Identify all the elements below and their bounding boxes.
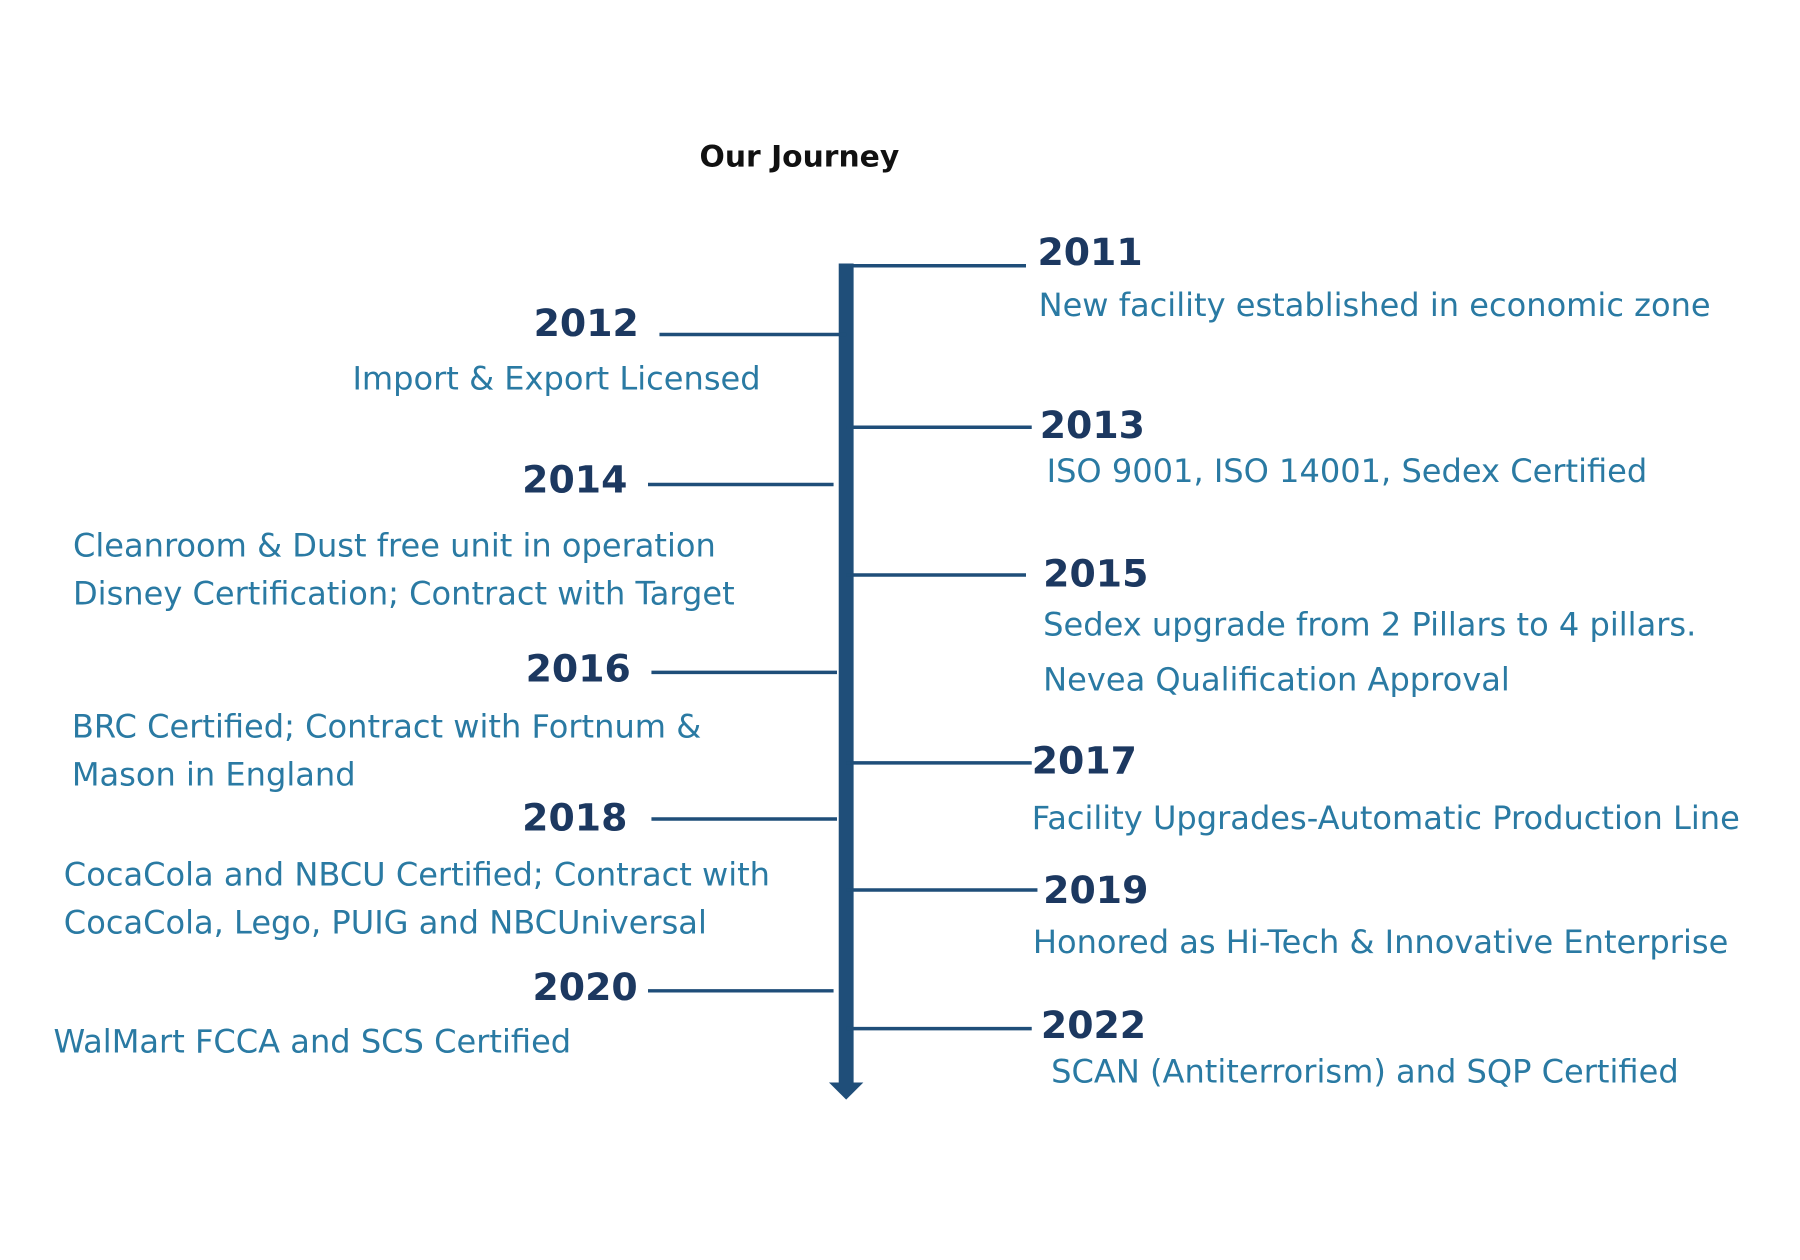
event-year: 2015 (1043, 552, 1148, 596)
event-year: 2022 (1041, 1003, 1146, 1047)
event-description: Mason in England (72, 756, 356, 794)
event-year: 2011 (1037, 230, 1142, 274)
event-year: 2012 (534, 301, 639, 345)
event-description: CocaCola and NBCU Certified; Contract wi… (64, 855, 770, 893)
event-description: Disney Certification; Contract with Targ… (73, 575, 735, 613)
event-year: 2016 (526, 647, 631, 691)
event-year: 2014 (522, 458, 627, 502)
event-description: CocaCola, Lego, PUIG and NBCUniversal (64, 903, 707, 941)
event-description: ISO 9001, ISO 14001, Sedex Certified (1047, 452, 1648, 490)
event-year: 2018 (522, 796, 627, 840)
event-year: 2013 (1040, 403, 1145, 447)
event-description: Cleanroom & Dust free unit in operation (73, 527, 716, 565)
event-description: BRC Certified; Contract with Fortnum & (72, 708, 701, 746)
title: Our Journey (700, 140, 900, 175)
event-description: Facility Upgrades-Automatic Production L… (1032, 799, 1740, 837)
event-description: Import & Export Licensed (352, 359, 760, 397)
event-description: New facility established in economic zon… (1039, 286, 1711, 324)
axis-arrow (828, 1082, 864, 1100)
event-year: 2019 (1043, 868, 1148, 912)
event-year: 2017 (1032, 738, 1137, 782)
event-description: Nevea Qualification Approval (1043, 661, 1510, 699)
event-year: 2020 (532, 965, 637, 1009)
event-description: Sedex upgrade from 2 Pillars to 4 pillar… (1043, 606, 1696, 644)
event-description: Honored as Hi-Tech & Innovative Enterpri… (1033, 923, 1728, 961)
event-description: SCAN (Antiterrorism) and SQP Certified (1051, 1052, 1679, 1090)
event-description: WalMart FCCA and SCS Certified (54, 1023, 572, 1061)
